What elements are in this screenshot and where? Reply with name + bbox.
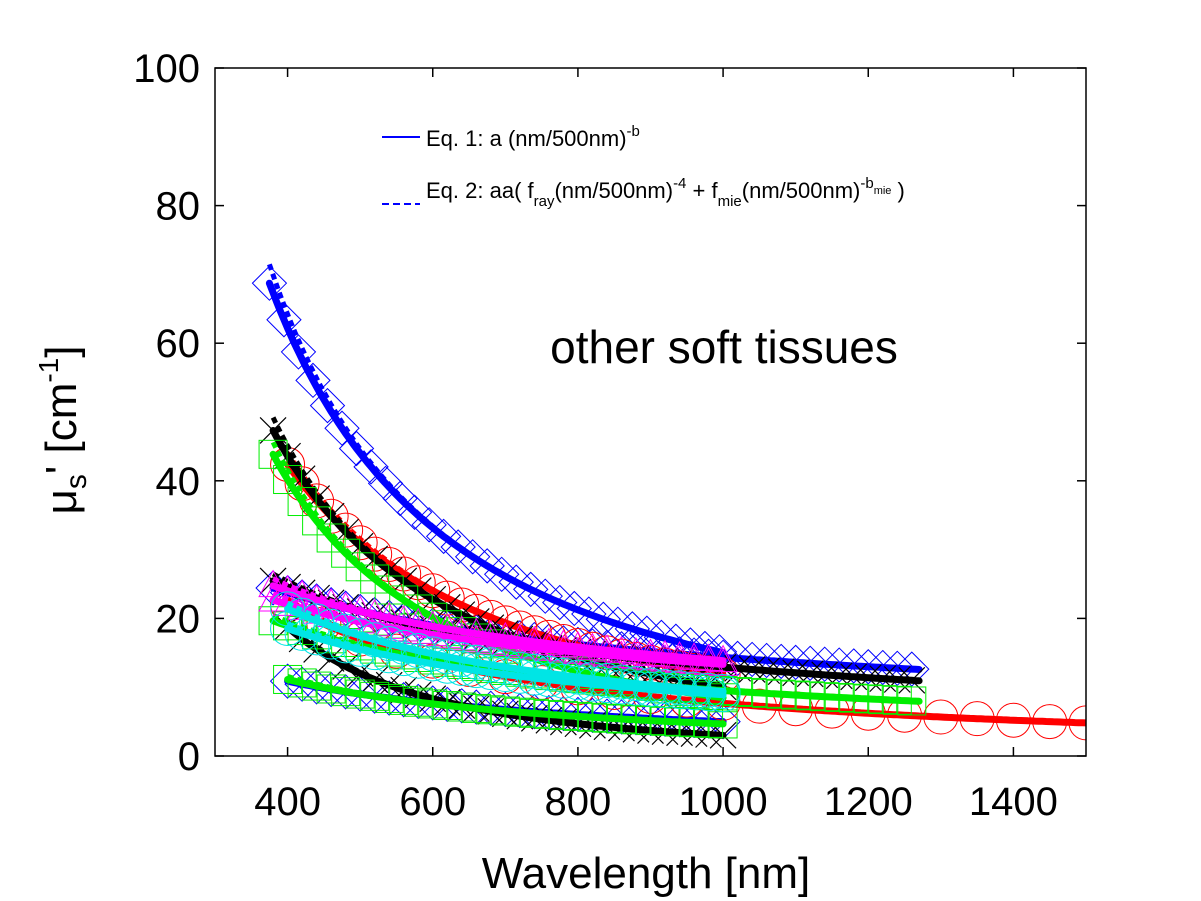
data-point-diamond xyxy=(589,698,625,734)
y-tick-label: 40 xyxy=(156,460,201,504)
data-point-circle xyxy=(299,620,335,656)
fit-curve-eq2 xyxy=(272,591,724,667)
data-point-circle xyxy=(342,525,378,561)
data-point-diamond xyxy=(618,699,654,736)
data-point-diamond xyxy=(473,690,509,727)
data-point-square xyxy=(345,552,375,582)
data-point-diamond xyxy=(734,641,770,678)
data-point-circle xyxy=(357,536,393,572)
y-tick-label: 0 xyxy=(178,735,200,779)
data-point-diamond xyxy=(338,430,375,467)
data-point-circle xyxy=(357,622,393,658)
data-point-square xyxy=(287,487,317,517)
data-layer xyxy=(251,263,1086,749)
x-axis-title: Wavelength [nm] xyxy=(482,849,811,898)
data-point-diamond xyxy=(632,700,669,737)
data-point-triangle xyxy=(258,583,288,612)
data-point-square xyxy=(258,439,288,469)
y-tick-label: 20 xyxy=(156,597,201,641)
data-point-diamond xyxy=(560,696,596,733)
data-point-diamond xyxy=(792,645,828,681)
data-point-diamond xyxy=(821,647,857,683)
data-point-square xyxy=(273,465,303,495)
data-point-diamond xyxy=(836,648,872,684)
data-point-diamond xyxy=(777,644,814,681)
data-point-diamond xyxy=(531,694,567,731)
legend: Eq. 1: a (nm/500nm)-b Eq. 2: aa( fray(nm… xyxy=(382,123,905,210)
series-12 xyxy=(258,583,738,676)
fit-curve-eq2 xyxy=(270,416,724,690)
series-14 xyxy=(270,611,741,713)
fit-curve-eq2 xyxy=(286,621,724,698)
data-point-square xyxy=(360,564,390,594)
fit-curve-eq2 xyxy=(286,674,724,727)
data-point-diamond xyxy=(324,410,360,446)
plot-frame xyxy=(214,67,1087,757)
y-tick-label: 60 xyxy=(156,322,201,366)
y-tick-label: 80 xyxy=(156,185,201,229)
data-point-diamond xyxy=(266,302,302,338)
chart-annotation: other soft tissues xyxy=(550,321,898,373)
data-point-circle xyxy=(328,628,364,664)
data-point-circle xyxy=(357,635,393,671)
data-point-diamond xyxy=(574,697,611,734)
x-tick-label: 800 xyxy=(545,780,612,824)
data-point-diamond xyxy=(353,449,389,485)
data-point-diamond xyxy=(458,689,495,725)
legend-label-eq1: Eq. 1: a (nm/500nm)-b xyxy=(426,123,640,151)
data-point-diamond xyxy=(748,642,785,679)
fit-curve-eq2 xyxy=(286,600,724,694)
axis-ticks xyxy=(215,67,1086,757)
data-point-diamond xyxy=(295,362,331,399)
data-point-diamond xyxy=(763,643,799,680)
data-point-circle xyxy=(270,611,306,647)
data-point-diamond xyxy=(806,646,843,682)
y-tick-labels: 0 20 40 60 80 100 xyxy=(133,47,200,779)
series-10 xyxy=(273,664,738,739)
x-tick-label: 600 xyxy=(399,780,466,824)
series-0 xyxy=(251,263,738,670)
x-tick-labels: 400 600 800 1000 1200 1400 xyxy=(254,780,1058,824)
y-tick-label: 100 xyxy=(133,47,200,91)
data-point-diamond xyxy=(280,334,317,370)
data-point-diamond xyxy=(603,699,640,735)
data-point-diamond xyxy=(251,265,288,301)
fit-curve-eq2 xyxy=(267,263,724,656)
data-point-diamond xyxy=(396,494,433,530)
data-point-diamond xyxy=(690,703,727,739)
x-tick-label: 1400 xyxy=(969,780,1058,824)
data-point-diamond xyxy=(382,480,418,517)
data-point-diamond xyxy=(850,649,886,685)
x-tick-label: 400 xyxy=(254,780,321,824)
data-point-square xyxy=(302,506,332,536)
data-point-diamond xyxy=(661,702,698,738)
x-tick-label: 1000 xyxy=(679,780,768,824)
data-point-diamond xyxy=(676,702,712,739)
data-point-diamond xyxy=(487,691,524,728)
data-point-diamond xyxy=(269,663,306,699)
data-point-diamond xyxy=(309,387,346,424)
data-point-diamond xyxy=(545,695,582,732)
legend-label-eq2: Eq. 2: aa( fray(nm/500nm)-4 + fmie(nm/50… xyxy=(426,175,905,210)
fit-curve-eq2 xyxy=(272,576,724,664)
data-point-diamond xyxy=(879,650,915,687)
data-point-square xyxy=(316,523,346,553)
data-point-diamond xyxy=(865,649,901,686)
data-point-diamond xyxy=(894,651,930,687)
y-axis-title: μs' [cm-1] xyxy=(33,345,93,514)
data-point-diamond xyxy=(516,693,553,730)
x-tick-label: 1200 xyxy=(824,780,913,824)
